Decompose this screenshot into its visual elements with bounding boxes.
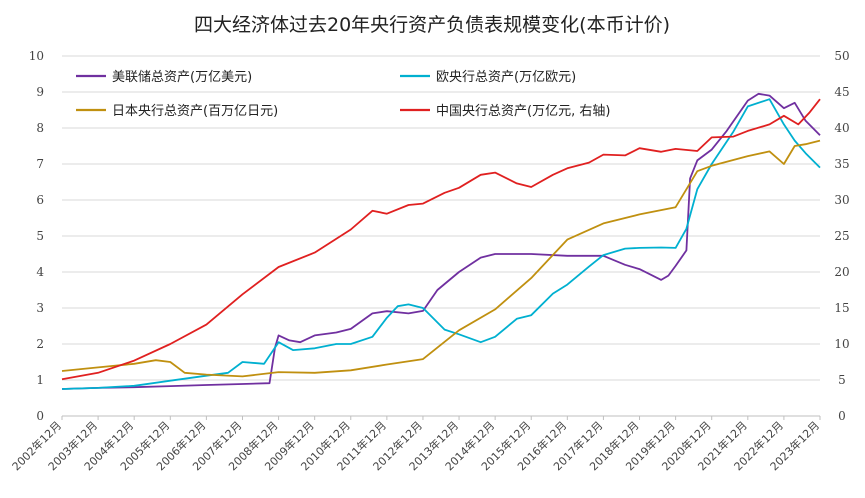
right-tick-label: 40 bbox=[834, 121, 849, 135]
left-tick-label: 3 bbox=[36, 301, 44, 315]
right-tick-label: 20 bbox=[834, 265, 849, 279]
right-tick-label: 10 bbox=[834, 337, 849, 351]
right-tick-label: 5 bbox=[838, 373, 846, 387]
left-tick-label: 1 bbox=[36, 373, 44, 387]
left-tick-label: 7 bbox=[36, 157, 44, 171]
series-line bbox=[61, 139, 821, 378]
legend-label: 欧央行总资产(万亿欧元) bbox=[436, 70, 576, 85]
left-tick-label: 4 bbox=[36, 265, 44, 279]
legend: 美联储总资产(万亿美元) 欧央行总资产(万亿欧元) 日本央行总资产(百万亿日元) 中国… bbox=[76, 70, 610, 119]
right-tick-label: 0 bbox=[838, 409, 846, 423]
legend-label: 美联储总资产(万亿美元) bbox=[112, 70, 252, 85]
right-tick-label: 25 bbox=[834, 229, 849, 243]
right-tick-label: 45 bbox=[834, 85, 849, 99]
series-line bbox=[61, 98, 821, 381]
left-tick-label: 6 bbox=[36, 193, 44, 207]
right-axis-ticks: 0 5 10 15 20 25 30 35 40 45 50 bbox=[834, 49, 849, 423]
right-tick-label: 30 bbox=[834, 193, 849, 207]
left-tick-label: 8 bbox=[36, 121, 44, 135]
series-line bbox=[61, 98, 821, 390]
left-tick-label: 9 bbox=[36, 85, 44, 99]
chart-title: 四大经济体过去20年央行资产负债表规模变化(本币计价) bbox=[194, 14, 670, 36]
right-tick-label: 15 bbox=[834, 301, 849, 315]
right-tick-label: 50 bbox=[834, 49, 849, 63]
left-tick-label: 2 bbox=[36, 337, 44, 351]
left-tick-label: 5 bbox=[36, 229, 44, 243]
grid bbox=[62, 55, 820, 417]
legend-label: 日本央行总资产(百万亿日元) bbox=[112, 104, 278, 119]
left-tick-label: 10 bbox=[29, 49, 44, 63]
series-layer bbox=[61, 92, 821, 390]
x-axis-ticks: 2002年12月2003年12月2004年12月2005年12月2006年12月… bbox=[9, 416, 822, 473]
left-axis-ticks: 0 1 2 3 4 5 6 7 8 9 10 bbox=[29, 49, 45, 423]
left-tick-label: 0 bbox=[36, 409, 44, 423]
right-tick-label: 35 bbox=[834, 157, 849, 171]
legend-label: 中国央行总资产(万亿元, 右轴) bbox=[436, 104, 610, 119]
